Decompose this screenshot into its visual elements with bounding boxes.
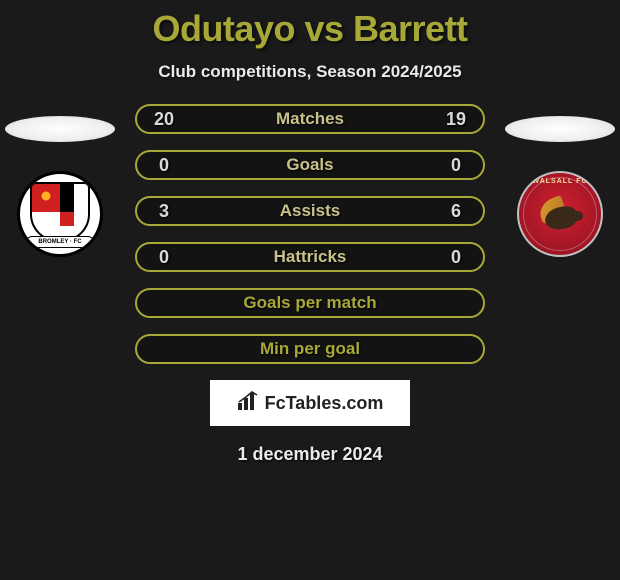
- stats-list: 20 Matches 19 0 Goals 0 3 Assists 6 0 Ha…: [135, 104, 485, 364]
- stat-row-assists: 3 Assists 6: [135, 196, 485, 226]
- crest-bromley-ribbon: BROMLEY · FC: [26, 236, 94, 248]
- stat-right-value: 19: [443, 109, 469, 130]
- team-crest-left: BROMLEY · FC: [10, 164, 110, 264]
- stat-row-min-per-goal: Min per goal: [135, 334, 485, 364]
- stat-left-value: 0: [151, 247, 177, 268]
- stat-row-hattricks: 0 Hattricks 0: [135, 242, 485, 272]
- team-crest-right: WALSALL FC: [510, 164, 610, 264]
- stat-right-value: 0: [443, 247, 469, 268]
- subtitle: Club competitions, Season 2024/2025: [0, 62, 620, 82]
- crest-bromley-icon: BROMLEY · FC: [17, 171, 103, 257]
- stat-label: Goals per match: [243, 293, 376, 313]
- bar-chart-icon: [237, 391, 259, 416]
- stat-label: Hattricks: [274, 247, 347, 267]
- stat-left-value: 3: [151, 201, 177, 222]
- page-title: Odutayo vs Barrett: [0, 8, 620, 50]
- stat-label: Goals: [286, 155, 333, 175]
- main-area: BROMLEY · FC WALSALL FC 20 Matches 19: [0, 104, 620, 465]
- stat-row-goals: 0 Goals 0: [135, 150, 485, 180]
- player-plate-left: [5, 116, 115, 142]
- stat-label: Min per goal: [260, 339, 360, 359]
- brand-logo: FcTables.com: [210, 380, 410, 426]
- stat-label: Assists: [280, 201, 340, 221]
- date-text: 1 december 2024: [0, 444, 620, 465]
- crest-walsall-icon: WALSALL FC: [517, 171, 603, 257]
- brand-text: FcTables.com: [265, 393, 384, 414]
- comparison-card: Odutayo vs Barrett Club competitions, Se…: [0, 0, 620, 465]
- stat-row-goals-per-match: Goals per match: [135, 288, 485, 318]
- crest-walsall-text: WALSALL FC: [519, 178, 601, 185]
- player-plate-right: [505, 116, 615, 142]
- stat-left-value: 0: [151, 155, 177, 176]
- stat-row-matches: 20 Matches 19: [135, 104, 485, 134]
- stat-left-value: 20: [151, 109, 177, 130]
- stat-label: Matches: [276, 109, 344, 129]
- stat-right-value: 0: [443, 155, 469, 176]
- stat-right-value: 6: [443, 201, 469, 222]
